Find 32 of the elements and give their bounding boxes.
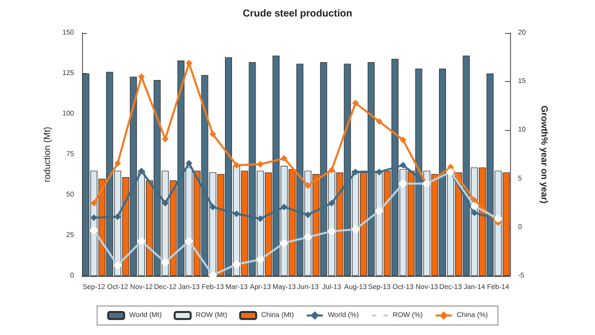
y-axis-title: roduction (Mt) xyxy=(42,126,52,182)
point xyxy=(233,210,240,217)
point xyxy=(304,212,311,218)
point xyxy=(376,118,382,125)
point xyxy=(304,182,311,189)
point xyxy=(281,204,288,210)
point xyxy=(400,162,406,168)
point xyxy=(376,168,382,176)
point xyxy=(281,155,288,162)
point xyxy=(138,74,145,80)
point xyxy=(210,130,216,138)
point xyxy=(90,200,97,206)
point xyxy=(257,216,264,222)
point xyxy=(114,160,121,166)
point xyxy=(471,210,478,216)
point xyxy=(233,162,240,168)
point xyxy=(471,197,478,204)
chart-title: Crude steel production xyxy=(242,8,352,20)
point xyxy=(186,160,192,166)
point xyxy=(162,136,168,142)
point xyxy=(114,214,121,220)
point xyxy=(257,161,264,168)
point xyxy=(210,204,216,210)
point xyxy=(352,168,359,176)
point xyxy=(90,214,97,221)
point xyxy=(162,200,168,206)
point xyxy=(352,100,359,106)
point xyxy=(400,136,406,144)
point xyxy=(328,166,335,174)
point xyxy=(138,168,145,174)
point xyxy=(328,200,335,206)
y2-axis-title: Growth% year on year) xyxy=(540,105,550,204)
